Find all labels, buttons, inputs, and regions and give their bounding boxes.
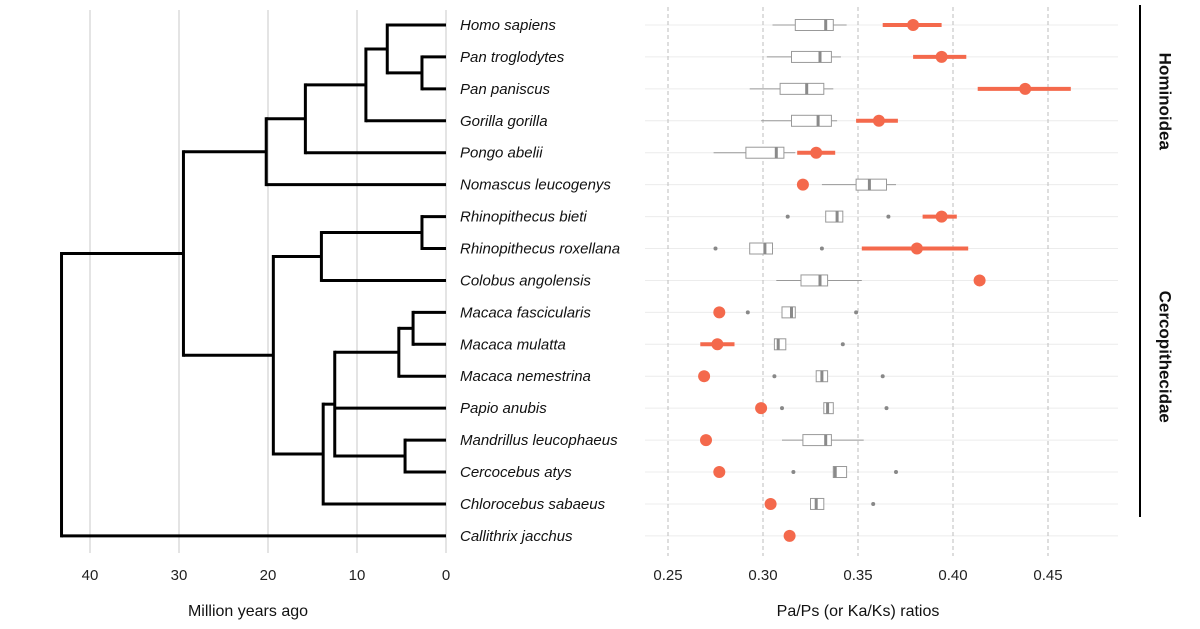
tree-x-axis-label: Million years ago [188, 603, 308, 620]
species-label: Nomascus leucogenys [460, 177, 611, 194]
ratio-point [796, 178, 809, 191]
box-outlier [780, 406, 784, 411]
ratio-point [907, 19, 920, 31]
group-brackets: Hominoidea Cercopithecidae [1139, 5, 1175, 517]
species-label: Homo sapiens [460, 17, 556, 34]
group-label: Hominoidea [1156, 53, 1175, 151]
species-label: Chlorocebus sabaeus [460, 496, 606, 513]
species-label: Macaca nemestrina [460, 368, 591, 385]
box-outlier [785, 214, 790, 219]
ratio-point [1019, 82, 1032, 95]
box-iqr [779, 82, 825, 95]
ratio-tick-label: 0.30 [748, 567, 777, 584]
box-iqr [745, 146, 785, 159]
box-outlier [819, 246, 824, 251]
species-label: Pongo abelii [460, 145, 543, 162]
ratio-point [713, 306, 726, 319]
species-label: Rhinopithecus roxellana [460, 241, 620, 258]
box-iqr [802, 434, 832, 447]
box-iqr [749, 242, 774, 255]
tree-tick-label: 20 [260, 567, 277, 584]
species-label: Callithrix jacchus [460, 528, 573, 545]
box-outlier [886, 214, 891, 219]
species-label: Gorilla gorilla [460, 113, 548, 130]
tree-branches [60, 23, 446, 538]
box-outlier [840, 342, 845, 347]
box-outlier [854, 310, 859, 315]
box-outlier [745, 310, 750, 315]
ratio-x-axis-label: Pa/Ps (or Ka/Ks) ratios [777, 603, 940, 620]
ratio-point [764, 497, 777, 510]
species-label: Rhinopithecus bieti [460, 209, 587, 226]
ratio-tick-label: 0.40 [938, 567, 967, 584]
species-label: Cercocebus atys [460, 464, 572, 481]
ratio-point [698, 370, 711, 383]
ratio-point [910, 242, 923, 255]
ratio-tick-label: 0.45 [1033, 567, 1062, 584]
ratio-point [973, 274, 986, 287]
ratio-point [810, 146, 823, 159]
box-outlier [772, 374, 777, 379]
box-outlier [894, 470, 898, 475]
box-iqr [794, 19, 834, 31]
species-label: Pan troglodytes [460, 49, 565, 66]
box-iqr [773, 338, 787, 351]
box-iqr [781, 306, 796, 319]
species-labels: Homo sapiens Pan troglodytes Pan paniscus G… [460, 17, 620, 545]
box-outlier [884, 406, 889, 411]
group-label: Cercopithecidae [1156, 291, 1175, 423]
ratio-point [872, 114, 885, 127]
ratio-point [700, 434, 712, 447]
box-iqr [791, 50, 832, 63]
tree-tick-label: 40 [82, 567, 99, 584]
box-outlier [791, 470, 796, 475]
ratio-point [711, 338, 724, 351]
tree-tick-label: 30 [171, 567, 188, 584]
box-outlier [871, 501, 876, 506]
ratio-point [713, 466, 726, 479]
ratio-point [935, 50, 948, 63]
ratio-marks [698, 19, 1071, 542]
box-iqr [832, 466, 848, 479]
tree-tick-label: 10 [349, 567, 366, 584]
box-iqr [855, 178, 887, 191]
ratio-x-ticks: 0.25 0.30 0.35 0.40 0.45 [653, 553, 1063, 584]
species-label: Pan paniscus [460, 81, 551, 98]
ratio-tick-label: 0.25 [653, 567, 682, 584]
box-iqr [800, 274, 829, 287]
ratio-point [755, 402, 768, 415]
box-outlier [713, 246, 718, 251]
species-label: Mandrillus leucophaeus [460, 432, 618, 449]
tree-tick-label: 0 [442, 567, 450, 584]
tree-x-ticks: 40 30 20 10 0 [82, 567, 451, 584]
species-label: Papio anubis [460, 400, 547, 417]
species-label: Colobus angolensis [460, 272, 591, 289]
box-iqr [791, 114, 832, 127]
box-iqr [825, 210, 844, 223]
box-outlier [880, 374, 885, 379]
ratio-point [935, 210, 948, 223]
ratio-point [783, 529, 796, 542]
ratio-tick-label: 0.35 [843, 567, 872, 584]
species-label: Macaca mulatta [460, 336, 566, 353]
species-label: Macaca fascicularis [460, 304, 591, 321]
